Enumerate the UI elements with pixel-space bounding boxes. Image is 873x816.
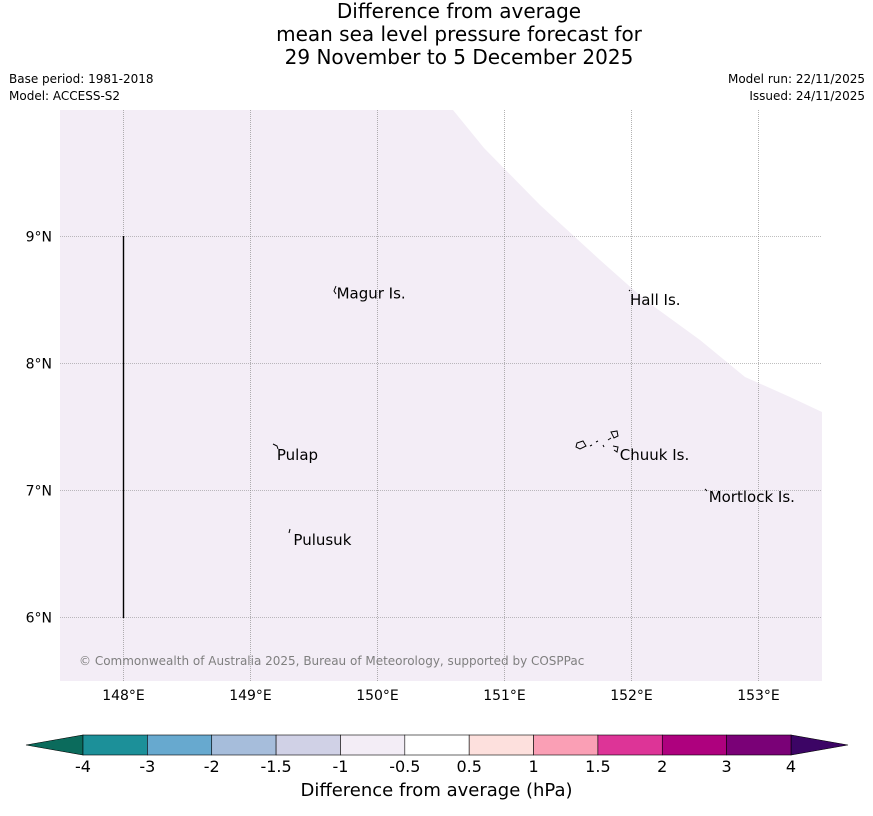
- lat-tick-label: 7°N: [26, 484, 52, 500]
- colorbar-segment: [147, 734, 213, 756]
- colorbar-tick-label: 1.5: [585, 757, 610, 776]
- lon-tick-label: 148°E: [102, 688, 145, 704]
- colorbar-tick-label: -1: [332, 757, 348, 776]
- colorbar-segment: [211, 734, 277, 756]
- lat-tick-label: 9°N: [26, 230, 52, 246]
- base-period: Base period: 1981-2018: [9, 72, 154, 86]
- magur-island-outline: [333, 285, 337, 295]
- colorbar-segment: [597, 734, 663, 756]
- colorbar-tick-label: -4: [75, 757, 91, 776]
- mortlock-island-outline: [704, 488, 708, 492]
- lat-tick-label: 6°N: [26, 611, 52, 627]
- lon-tick-label: 150°E: [356, 688, 399, 704]
- pulusuk-island-outline: [288, 528, 291, 534]
- title-line-2: mean sea level pressure forecast for: [276, 22, 642, 46]
- colorbar-tick-label: 3: [722, 757, 732, 776]
- colorbar-tick-label: 1: [528, 757, 538, 776]
- lon-tick-label: 153°E: [737, 688, 780, 704]
- axis-labels: 148°E 149°E 150°E 151°E 152°E 153°E 6°N 7°N 8°N 9…: [26, 230, 780, 705]
- map-title: Difference from average mean sea level p…: [0, 0, 873, 69]
- colorbar: -4 -3 -2 -1.5 -1 -0.5 0.5 1 1.5 2 3 4: [25, 734, 849, 776]
- colorbar-tick-label: -0.5: [389, 757, 420, 776]
- pulap-island-outline: [272, 443, 279, 450]
- metadata-right: Model run: 22/11/2025 Issued: 24/11/2025: [728, 71, 865, 105]
- colorbar-over-arrow: [790, 734, 849, 756]
- ocean-anomaly-region: [60, 110, 822, 681]
- colorbar-title: Difference from average (hPa): [300, 780, 573, 801]
- island-outlines: [272, 285, 708, 534]
- colorbar-segment: [533, 734, 599, 756]
- copyright-text: © Commonwealth of Australia 2025, Bureau…: [79, 654, 584, 668]
- colorbar-segment: [275, 734, 341, 756]
- colorbar-under-arrow: [25, 734, 84, 756]
- place-labels: Magur Is. Hall Is. Pulap Chuuk Is. Mortlock …: [277, 285, 795, 549]
- place-label: Mortlock Is.: [709, 488, 795, 506]
- colorbar-segment: [82, 734, 148, 756]
- lat-tick-label: 8°N: [26, 357, 52, 373]
- hall-island-outline: [628, 289, 631, 292]
- issued-date: Issued: 24/11/2025: [749, 89, 865, 103]
- colorbar-tick-label: 2: [657, 757, 667, 776]
- colorbar-tick-label: -1.5: [260, 757, 291, 776]
- colorbar-tick-label: -2: [204, 757, 220, 776]
- colorbar-segment: [661, 734, 727, 756]
- place-label: Magur Is.: [337, 285, 406, 303]
- model-run: Model run: 22/11/2025: [727, 72, 865, 86]
- colorbar-segment: [468, 734, 534, 756]
- chuuk-lagoon-outline: [575, 430, 619, 453]
- title-line-1: Difference from average: [336, 0, 582, 23]
- model-name: Model: ACCESS-S2: [9, 89, 121, 103]
- lon-tick-label: 149°E: [229, 688, 272, 704]
- colorbar-segment: [726, 734, 792, 756]
- colorbar-segment: [340, 734, 406, 756]
- place-label: Pulusuk: [293, 531, 351, 549]
- place-label: Chuuk Is.: [620, 446, 689, 464]
- metadata-left: Base period: 1981-2018 Model: ACCESS-S2: [9, 71, 154, 105]
- lon-tick-label: 152°E: [610, 688, 653, 704]
- lon-tick-label: 151°E: [483, 688, 526, 704]
- graticule: [60, 110, 822, 681]
- place-label: Hall Is.: [630, 291, 681, 309]
- title-line-3: 29 November to 5 December 2025: [284, 45, 634, 69]
- colorbar-tick-label: 4: [786, 757, 796, 776]
- colorbar-tick-label: -3: [139, 757, 155, 776]
- colorbar-segment: [404, 734, 470, 756]
- place-label: Pulap: [277, 446, 318, 464]
- colorbar-tick-label: 0.5: [456, 757, 481, 776]
